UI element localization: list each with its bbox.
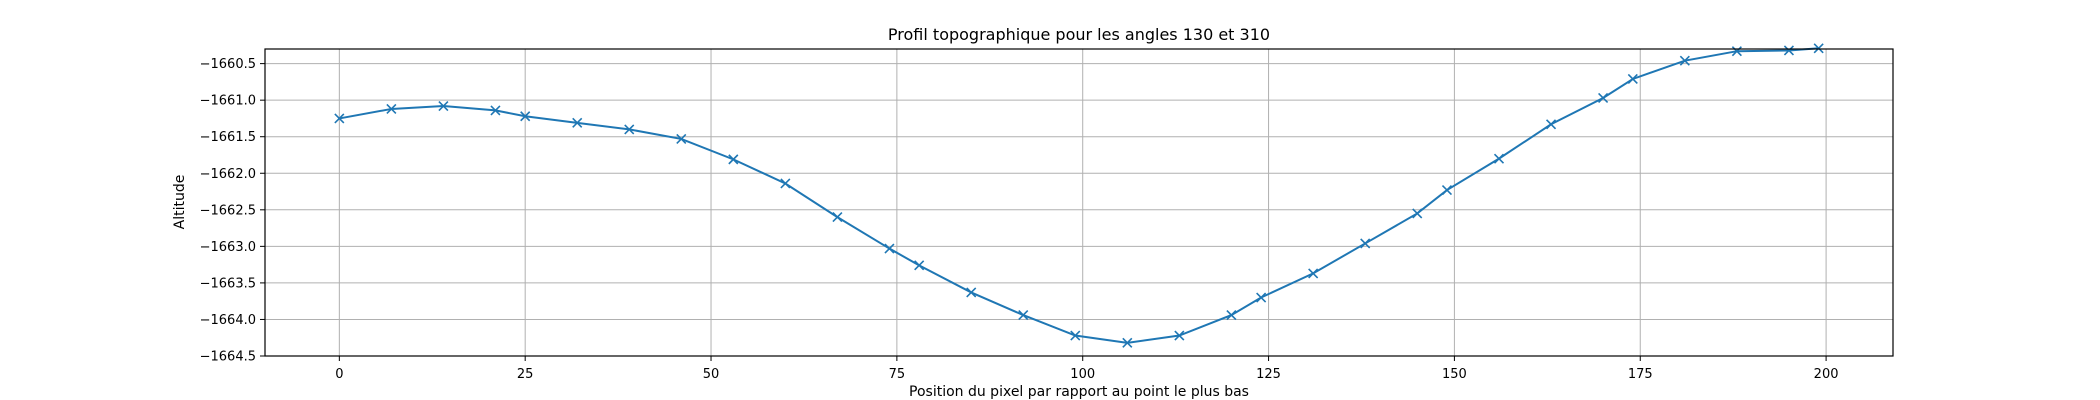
x-tick-label: 75 xyxy=(889,367,906,382)
grid-lines xyxy=(265,49,1893,357)
x-tick-label: 50 xyxy=(703,367,720,382)
data-series xyxy=(334,43,1824,348)
y-tick-label: −1663.5 xyxy=(200,276,256,291)
data-point-marker xyxy=(386,103,397,115)
data-point-marker xyxy=(1070,330,1081,341)
data-point-marker xyxy=(1783,45,1794,56)
data-point-marker xyxy=(1441,185,1453,196)
plot-frame xyxy=(264,48,1894,357)
data-point-marker xyxy=(676,133,687,144)
y-tick-label: −1664.0 xyxy=(200,313,256,328)
x-tick-label: 25 xyxy=(517,367,534,382)
y-tick-label: −1660.5 xyxy=(200,57,256,72)
y-tick-label: −1661.5 xyxy=(200,130,256,145)
data-point-marker xyxy=(1412,208,1423,219)
x-tick-label: 0 xyxy=(335,367,343,382)
x-tick-label: 125 xyxy=(1256,367,1281,382)
x-tick-label: 150 xyxy=(1442,367,1467,382)
data-point-marker xyxy=(624,124,635,135)
y-tick-label: −1662.5 xyxy=(200,203,256,218)
data-point-marker xyxy=(1731,46,1742,57)
data-point-marker xyxy=(1493,153,1505,164)
data-point-marker xyxy=(438,100,449,112)
data-point-marker xyxy=(1018,310,1029,321)
data-point-marker xyxy=(966,287,977,298)
data-point-marker xyxy=(334,113,345,124)
data-point-marker xyxy=(1627,73,1638,85)
data-point-marker xyxy=(1813,43,1824,54)
x-tick-label: 200 xyxy=(1814,367,1839,382)
y-tick-label: −1664.5 xyxy=(200,350,256,365)
data-point-marker xyxy=(1598,92,1609,104)
y-tick-label: −1661.0 xyxy=(200,94,256,109)
x-tick-label: 175 xyxy=(1628,367,1653,382)
data-point-marker xyxy=(520,111,531,122)
y-tick-label: −1663.0 xyxy=(200,240,256,255)
x-tick-label: 100 xyxy=(1070,367,1095,382)
y-tick-label: −1662.0 xyxy=(200,167,256,182)
data-point-marker xyxy=(1174,330,1185,341)
data-point-marker xyxy=(1226,310,1237,321)
data-point-marker xyxy=(832,212,843,223)
chart-title: Profil topographique pour les angles 130… xyxy=(888,25,1270,44)
data-point-marker xyxy=(914,260,925,271)
data-point-marker xyxy=(1545,119,1557,130)
axis-ticks: 0 25 50 75 100 125 150 175 200 −1660.5 −1661.0 −166… xyxy=(200,57,1839,382)
data-point-marker xyxy=(490,105,501,116)
series-line xyxy=(339,47,1819,344)
data-point-marker xyxy=(1360,238,1371,249)
data-point-marker xyxy=(1308,268,1319,279)
data-point-marker xyxy=(1256,292,1267,303)
x-axis-title: Position du pixel par rapport au point l… xyxy=(909,384,1249,400)
data-point-marker xyxy=(572,117,583,128)
data-point-marker xyxy=(884,243,895,254)
data-point-marker xyxy=(1679,55,1690,66)
data-point-marker xyxy=(728,154,739,165)
data-point-marker xyxy=(1122,337,1133,348)
y-axis-title: Altitude xyxy=(172,175,188,230)
data-point-marker xyxy=(780,178,791,189)
